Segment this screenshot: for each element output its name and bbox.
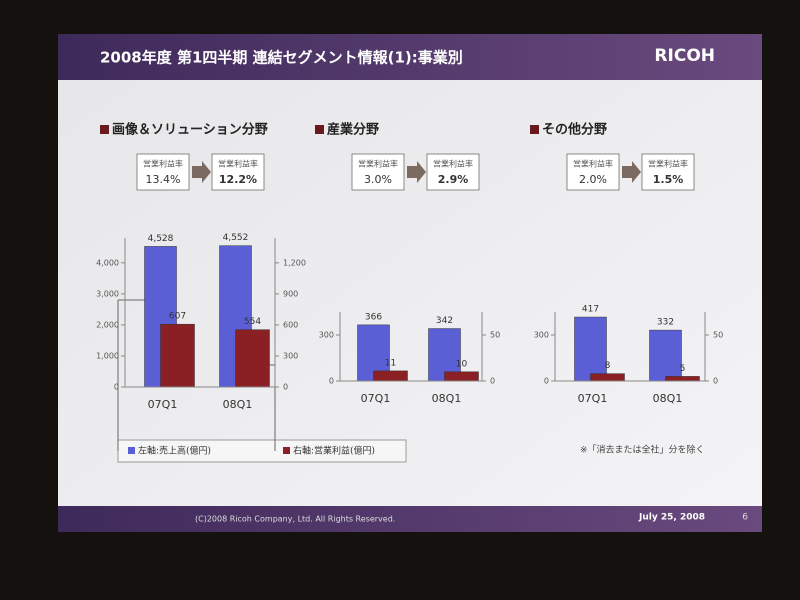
chart-title: 画像＆ソリューション分野 (112, 122, 268, 138)
y-tick-label: 4,000 (96, 258, 119, 267)
bar (574, 316, 607, 382)
margin-box (641, 153, 695, 191)
y2-tick-label: 300 (283, 351, 298, 360)
margin-box (426, 153, 480, 191)
margin-label: 営業利益率 (143, 159, 183, 169)
margin-label: 営業利益率 (573, 159, 613, 169)
date: July 25, 2008 (638, 513, 705, 523)
legend-label: 左軸:売上高(億円) (138, 445, 211, 457)
value-label: 4,552 (223, 233, 249, 243)
legend-swatch (283, 447, 290, 454)
bar (590, 373, 625, 382)
margin-value: 2.9% (438, 173, 469, 186)
value-label: 8 (605, 361, 611, 371)
page-number: 6 (742, 513, 748, 523)
title-square (315, 125, 324, 134)
margin-box (136, 153, 190, 191)
y-tick-label: 0 (329, 377, 334, 386)
header-title: 2008年度 第1四半期 連結セグメント情報(1):事業別 (100, 49, 463, 67)
y-tick-label: 0 (114, 383, 119, 392)
margin-value: 3.0% (364, 173, 392, 186)
x-tick-label: 08Q1 (432, 392, 462, 405)
value-label: 10 (456, 359, 468, 369)
bar (235, 329, 270, 388)
margin-label: 営業利益率 (433, 159, 473, 169)
margin-label: 営業利益率 (648, 159, 688, 169)
y-tick-label: 3,000 (96, 289, 119, 298)
x-tick-label: 07Q1 (361, 392, 391, 405)
x-tick-label: 07Q1 (148, 398, 178, 411)
y-tick-label: 300 (319, 331, 334, 340)
bar (444, 371, 479, 382)
chart-title: その他分野 (542, 122, 607, 138)
y2-tick-label: 600 (283, 320, 298, 329)
legend-swatch (128, 447, 135, 454)
margin-arrow (407, 161, 426, 183)
y2-tick-label: 50 (490, 331, 500, 340)
margin-value: 2.0% (579, 173, 607, 186)
margin-value: 1.5% (653, 173, 684, 186)
y2-tick-label: 0 (490, 377, 495, 386)
bar (665, 376, 700, 382)
margin-box (351, 153, 405, 191)
footer-bar (58, 506, 762, 532)
y2-tick-label: 1,200 (283, 258, 306, 267)
bar (160, 323, 195, 388)
header-bar (58, 34, 762, 80)
margin-label: 営業利益率 (218, 159, 258, 169)
margin-box (211, 153, 265, 191)
x-tick-label: 08Q1 (653, 392, 683, 405)
margin-arrow (192, 161, 211, 183)
bar (373, 370, 408, 382)
y-tick-label: 2,000 (96, 320, 119, 329)
title-square (530, 125, 539, 134)
margin-value: 12.2% (219, 173, 257, 186)
value-label: 332 (657, 318, 674, 328)
x-tick-label: 08Q1 (223, 398, 253, 411)
value-label: 5 (680, 364, 686, 374)
value-label: 554 (244, 317, 261, 327)
y2-tick-label: 0 (713, 377, 718, 386)
y-tick-label: 0 (544, 377, 549, 386)
y-tick-label: 1,000 (96, 351, 119, 360)
margin-arrow (622, 161, 641, 183)
note: ※「消去または全社」分を除く (580, 444, 705, 456)
bar (649, 329, 682, 382)
value-label: 4,528 (148, 234, 174, 244)
y2-tick-label: 0 (283, 383, 288, 392)
y2-tick-label: 50 (713, 331, 723, 340)
value-label: 342 (436, 316, 453, 326)
margin-value: 13.4% (146, 173, 181, 186)
value-label: 11 (385, 358, 396, 368)
x-tick-label: 07Q1 (578, 392, 608, 405)
copyright: (C)2008 Ricoh Company, Ltd. All Rights R… (195, 515, 395, 524)
value-label: 607 (169, 312, 186, 322)
chart-title: 産業分野 (327, 122, 379, 138)
y-tick-label: 300 (534, 331, 549, 340)
value-label: 417 (582, 305, 599, 315)
logo: RICOH (654, 46, 715, 66)
title-square (100, 125, 109, 134)
y2-tick-label: 900 (283, 289, 298, 298)
margin-box (566, 153, 620, 191)
legend-label: 右軸:営業利益(億円) (293, 445, 375, 457)
value-label: 366 (365, 312, 382, 322)
margin-label: 営業利益率 (358, 159, 398, 169)
